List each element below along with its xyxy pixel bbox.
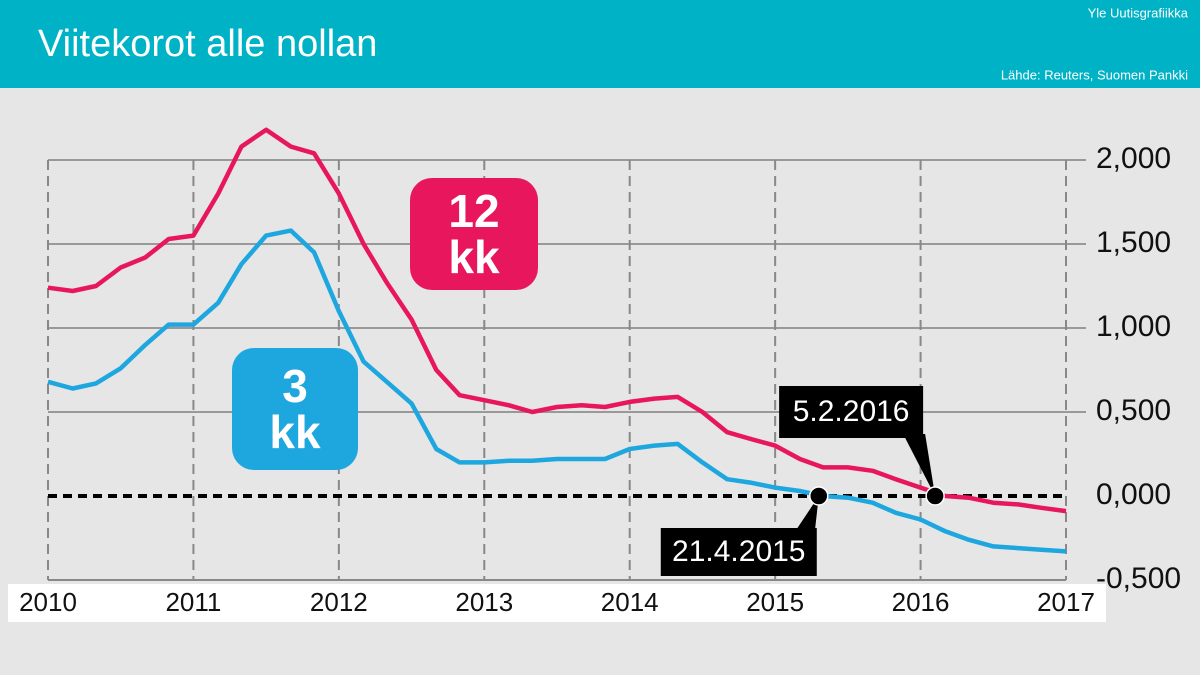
- y-tick-label: 0,000: [1096, 478, 1171, 511]
- series-line: [47, 228, 1067, 554]
- annotation-point: [925, 486, 945, 506]
- legend-badge: 3 kk: [232, 348, 358, 470]
- y-tick-label: 1,000: [1096, 310, 1171, 343]
- x-axis-band: [8, 584, 1106, 622]
- y-tick-label: 0,500: [1096, 394, 1171, 427]
- x-tick-label: 2013: [455, 587, 513, 617]
- x-tick-label: 2011: [165, 587, 221, 617]
- x-tick-label: 2014: [601, 587, 659, 617]
- annotation-pointer: [794, 496, 819, 532]
- x-tick-label: 2017: [1037, 587, 1095, 617]
- annotation-point: [809, 486, 829, 506]
- annotation-pointer: [903, 434, 936, 496]
- header-band: [0, 0, 1200, 88]
- y-tick-label: -0,500: [1096, 562, 1181, 595]
- chart-title: Viitekorot alle nollan: [38, 23, 377, 65]
- source: Lähde: Reuters, Suomen Pankki: [1001, 67, 1188, 82]
- x-tick-label: 2012: [310, 587, 368, 617]
- x-tick-label: 2016: [892, 587, 950, 617]
- legend-badge: 12 kk: [410, 178, 538, 290]
- x-tick-label: 2015: [746, 587, 804, 617]
- series-line: [47, 127, 1067, 514]
- credit: Yle Uutisgrafiikka: [1088, 5, 1189, 20]
- annotation-label: 5.2.2016: [793, 395, 910, 428]
- y-tick-label: 1,500: [1096, 226, 1171, 259]
- x-tick-label: 2010: [19, 587, 77, 617]
- legend-label: 12 kk: [448, 185, 500, 283]
- y-tick-label: 2,000: [1096, 142, 1171, 175]
- annotation-label: 21.4.2015: [672, 535, 805, 568]
- annotation-box: [660, 528, 817, 576]
- legend-label: 3 kk: [269, 360, 321, 458]
- annotation-box: [779, 386, 924, 438]
